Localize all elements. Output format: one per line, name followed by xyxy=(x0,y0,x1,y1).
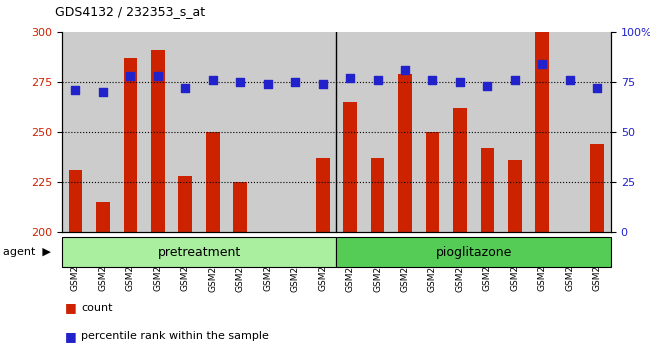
Bar xyxy=(281,32,309,232)
Bar xyxy=(254,32,281,232)
Bar xyxy=(206,132,220,232)
Point xyxy=(207,77,218,83)
Point xyxy=(317,81,328,87)
Bar xyxy=(337,32,364,232)
Point xyxy=(235,79,246,85)
Point xyxy=(263,81,273,87)
Bar xyxy=(124,58,137,232)
Text: count: count xyxy=(81,303,112,313)
Bar xyxy=(398,74,412,232)
Text: pioglitazone: pioglitazone xyxy=(436,246,512,259)
Text: percentile rank within the sample: percentile rank within the sample xyxy=(81,331,269,341)
Bar xyxy=(364,32,391,232)
Bar xyxy=(96,202,110,232)
Bar xyxy=(426,132,439,232)
Bar xyxy=(453,108,467,232)
Bar xyxy=(556,32,584,232)
Point xyxy=(592,85,603,91)
Bar xyxy=(508,160,522,232)
Text: agent  ▶: agent ▶ xyxy=(3,247,51,257)
Bar xyxy=(316,158,330,232)
Point xyxy=(372,77,383,83)
Point xyxy=(98,89,108,95)
Bar xyxy=(233,182,247,232)
Bar xyxy=(62,237,337,267)
Bar xyxy=(446,32,474,232)
Bar xyxy=(117,32,144,232)
Text: ■: ■ xyxy=(65,330,77,343)
Point xyxy=(345,75,356,81)
Point xyxy=(70,87,81,93)
Bar xyxy=(337,237,611,267)
Bar xyxy=(370,158,384,232)
Point xyxy=(180,85,190,91)
Point xyxy=(455,79,465,85)
Text: GDS4132 / 232353_s_at: GDS4132 / 232353_s_at xyxy=(55,5,205,18)
Point xyxy=(427,77,437,83)
Bar xyxy=(179,176,192,232)
Bar xyxy=(144,32,172,232)
Bar xyxy=(391,32,419,232)
Bar xyxy=(480,148,494,232)
Bar xyxy=(419,32,446,232)
Bar xyxy=(474,32,501,232)
Bar xyxy=(69,170,83,232)
Point xyxy=(537,61,547,67)
Bar xyxy=(199,32,227,232)
Point xyxy=(482,83,493,89)
Point xyxy=(510,77,520,83)
Bar xyxy=(151,50,164,232)
Bar xyxy=(536,32,549,232)
Text: pretreatment: pretreatment xyxy=(157,246,240,259)
Bar xyxy=(309,32,337,232)
Point xyxy=(565,77,575,83)
Bar xyxy=(89,32,117,232)
Bar xyxy=(343,102,357,232)
Point xyxy=(153,73,163,79)
Bar xyxy=(584,32,611,232)
Point xyxy=(125,73,136,79)
Text: ■: ■ xyxy=(65,302,77,314)
Bar xyxy=(501,32,528,232)
Bar xyxy=(528,32,556,232)
Bar xyxy=(590,144,604,232)
Point xyxy=(290,79,300,85)
Point xyxy=(400,67,410,73)
Bar xyxy=(172,32,199,232)
Bar xyxy=(227,32,254,232)
Bar xyxy=(62,32,89,232)
